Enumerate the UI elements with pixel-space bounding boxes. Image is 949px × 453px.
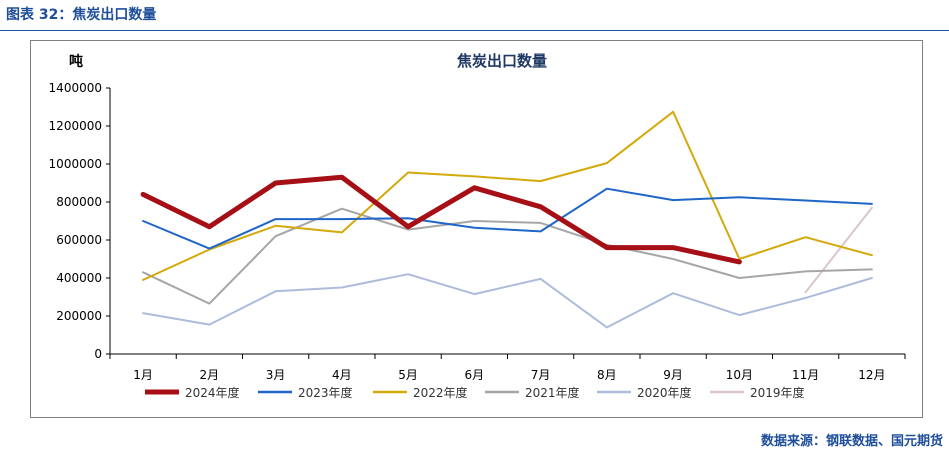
y-tick-label: 600000 xyxy=(56,233,102,247)
series-line-2023年度 xyxy=(142,187,873,250)
chart-frame xyxy=(30,40,923,418)
series-line-2021年度 xyxy=(142,207,873,305)
series-line-2024年度 xyxy=(140,174,742,265)
y-axis-unit-label: 吨 xyxy=(69,53,83,70)
y-tick-label: 200000 xyxy=(56,309,102,323)
legend-label: 2019年度 xyxy=(750,385,805,400)
series-line-2020年度 xyxy=(142,273,873,329)
x-tick-label: 11月 xyxy=(792,368,819,382)
x-tick-label: 5月 xyxy=(398,368,418,382)
x-tick-label: 9月 xyxy=(663,368,683,382)
x-tick-label: 12月 xyxy=(858,368,885,382)
x-tick-label: 1月 xyxy=(133,368,153,382)
legend-label: 2023年度 xyxy=(298,385,353,400)
caption-rule xyxy=(0,30,949,31)
legend-label: 2024年度 xyxy=(185,385,240,400)
y-tick-label: 800000 xyxy=(56,195,102,209)
x-tick-label: 2月 xyxy=(200,368,220,382)
x-tick-label: 8月 xyxy=(597,368,617,382)
figure-caption: 图表 32：焦炭出口数量 xyxy=(6,7,157,23)
axes: 0 200000 400000 600000 800000 1000000 1200000 1… xyxy=(49,81,906,382)
x-tick-label: 3月 xyxy=(266,368,286,382)
y-tick-label: 0 xyxy=(94,347,102,361)
legend-label: 2020年度 xyxy=(637,385,692,400)
x-tick-label: 10月 xyxy=(726,368,753,382)
legend-label: 2022年度 xyxy=(413,385,468,400)
legend: 2024年度 2023年度 2022年度 2021年度 2020年度 2019年度 xyxy=(145,385,805,400)
series-line-2019年度 xyxy=(804,206,873,294)
y-tick-label: 1400000 xyxy=(49,81,102,95)
y-tick-label: 1000000 xyxy=(49,157,102,171)
x-tick-label: 6月 xyxy=(465,368,485,382)
x-tick-label: 7月 xyxy=(531,368,551,382)
series-line-2022年度 xyxy=(142,110,873,281)
y-tick-label: 1200000 xyxy=(49,119,102,133)
x-tick-label: 4月 xyxy=(332,368,352,382)
chart-title: 焦炭出口数量 xyxy=(456,52,547,70)
data-source-note: 数据来源：钢联数据、国元期货 xyxy=(760,434,943,449)
series-lines xyxy=(140,110,873,329)
y-tick-label: 400000 xyxy=(56,271,102,285)
legend-label: 2021年度 xyxy=(525,385,580,400)
